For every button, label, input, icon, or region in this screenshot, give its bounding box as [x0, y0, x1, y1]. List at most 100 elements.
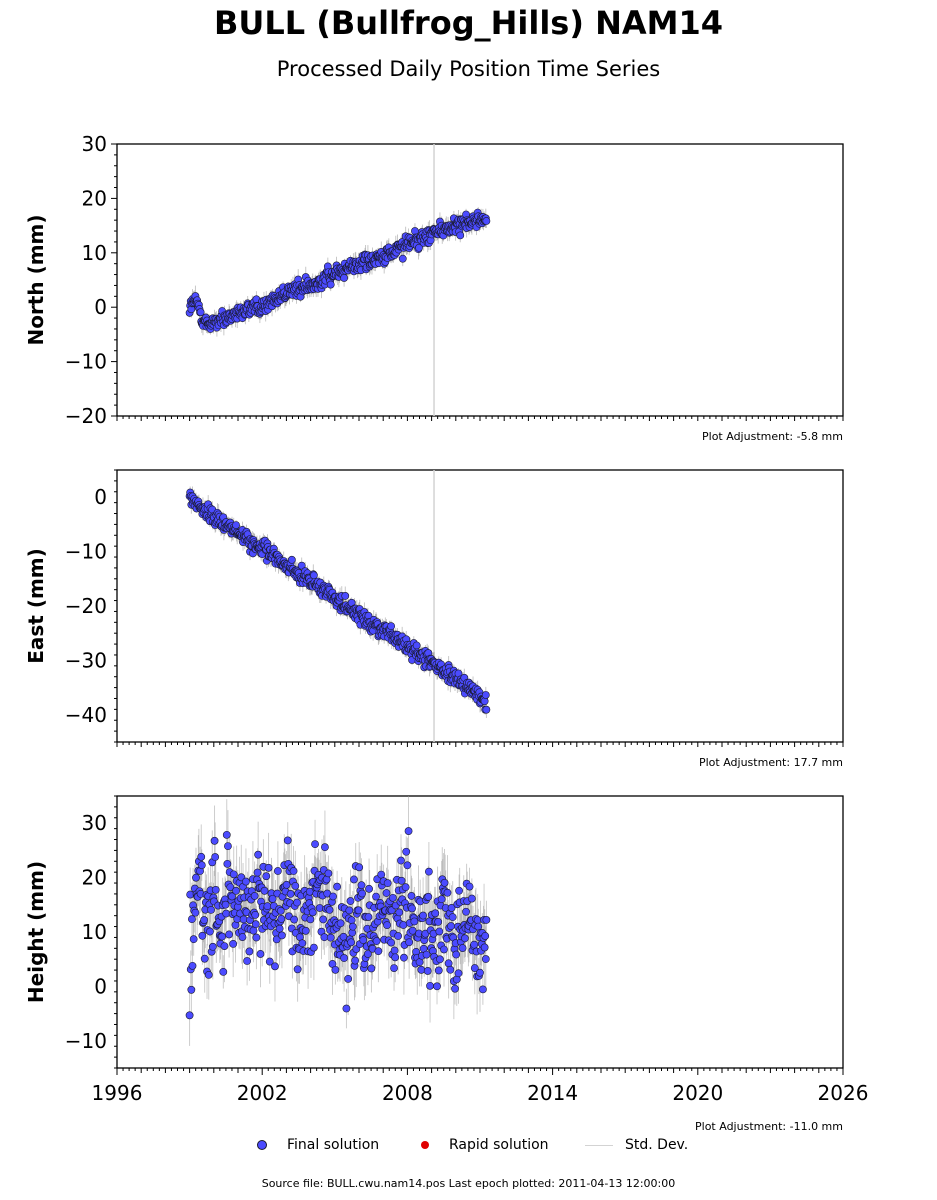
data-point: [481, 691, 490, 699]
data-point: [417, 965, 426, 974]
legend-rapid: Rapid solution: [421, 1137, 549, 1153]
y-tick-label: 30: [82, 811, 107, 835]
data-point: [228, 892, 236, 901]
y-tick-label: 30: [82, 132, 107, 156]
data-point: [482, 705, 491, 714]
data-point: [408, 904, 416, 913]
data-point: [435, 927, 444, 936]
data-point: [359, 936, 368, 944]
data-point: [287, 555, 296, 564]
data-point: [433, 982, 441, 991]
data-point: [197, 852, 206, 861]
data-point: [277, 915, 286, 923]
x-tick-label: 2026: [818, 1081, 869, 1105]
data-point: [251, 920, 260, 929]
data-point: [309, 571, 318, 580]
data-point: [462, 907, 470, 916]
data-point: [196, 308, 205, 317]
data-point: [446, 965, 455, 974]
x-tick-label: 2014: [527, 1081, 578, 1105]
legend: Final solution Rapid solution Std. Dev.: [0, 1137, 937, 1157]
data-point: [291, 882, 300, 890]
data-point: [350, 875, 358, 884]
data-point: [262, 872, 271, 881]
y-tick-label: −30: [65, 648, 107, 672]
y-tick-label: −10: [65, 1029, 107, 1053]
data-point: [408, 926, 417, 935]
data-point: [207, 905, 215, 914]
data-point: [249, 926, 258, 935]
data-point: [232, 886, 240, 895]
data-point: [250, 892, 259, 900]
x-tick-label: 1996: [92, 1081, 143, 1105]
data-point: [222, 909, 231, 918]
data-point: [404, 827, 413, 835]
data-point: [412, 641, 421, 650]
data-point: [220, 942, 229, 950]
data-point: [224, 842, 232, 851]
data-point: [346, 897, 355, 905]
data-point: [440, 945, 448, 954]
data-point: [365, 884, 373, 893]
data-point: [400, 953, 408, 962]
data-point: [424, 867, 433, 876]
data-point: [188, 961, 197, 970]
data-point: [482, 217, 491, 225]
data-point: [422, 950, 431, 959]
data-point: [272, 935, 281, 944]
data-point: [440, 878, 449, 887]
data-point: [482, 916, 491, 924]
data-point: [211, 885, 220, 894]
data-point: [401, 883, 410, 892]
data-point: [399, 921, 408, 929]
data-point: [390, 964, 398, 972]
data-point: [297, 561, 306, 570]
data-point: [434, 917, 443, 926]
data-point: [455, 886, 463, 895]
std-dev-line-icon: [585, 1144, 613, 1146]
data-point: [382, 889, 391, 897]
data-point: [387, 938, 396, 947]
x-tick-label: 2008: [382, 1081, 433, 1105]
data-point: [252, 933, 261, 942]
data-point: [254, 850, 263, 859]
data-point: [218, 932, 227, 941]
data-point: [232, 521, 240, 529]
data-point: [271, 962, 279, 971]
data-point: [289, 867, 298, 875]
legend-std-label: Std. Dev.: [625, 1137, 689, 1153]
data-point: [242, 877, 250, 886]
data-point: [309, 943, 318, 952]
data-point: [188, 915, 196, 924]
data-point: [347, 938, 355, 947]
data-point: [239, 915, 248, 924]
legend-rapid-label: Rapid solution: [449, 1137, 549, 1153]
x-tick-label: 2020: [672, 1081, 723, 1105]
data-point: [480, 697, 489, 706]
data-point: [348, 922, 357, 931]
data-point: [324, 869, 333, 878]
y-tick-label: 10: [82, 920, 107, 944]
data-point: [367, 964, 376, 973]
data-point: [198, 931, 207, 940]
x-tick-label: 2002: [237, 1081, 288, 1105]
data-point: [434, 966, 443, 975]
data-point: [476, 968, 484, 977]
data-point: [286, 890, 295, 898]
y-tick-label: −20: [65, 404, 107, 428]
data-point: [345, 906, 354, 915]
y-tick-label: 20: [82, 186, 107, 210]
y-tick-label: 0: [94, 485, 107, 509]
data-point: [311, 840, 319, 849]
data-point: [405, 938, 414, 947]
data-point: [221, 900, 230, 909]
chart-title: BULL (Bullfrog_Hills) NAM14: [213, 4, 724, 42]
data-point: [394, 932, 403, 940]
data-point: [447, 904, 456, 912]
data-point: [377, 870, 386, 879]
data-point: [326, 280, 335, 289]
data-point: [374, 947, 383, 956]
y-tick-label: −40: [65, 703, 107, 727]
y-axis-label: East (mm): [24, 548, 48, 664]
data-point: [229, 870, 238, 879]
